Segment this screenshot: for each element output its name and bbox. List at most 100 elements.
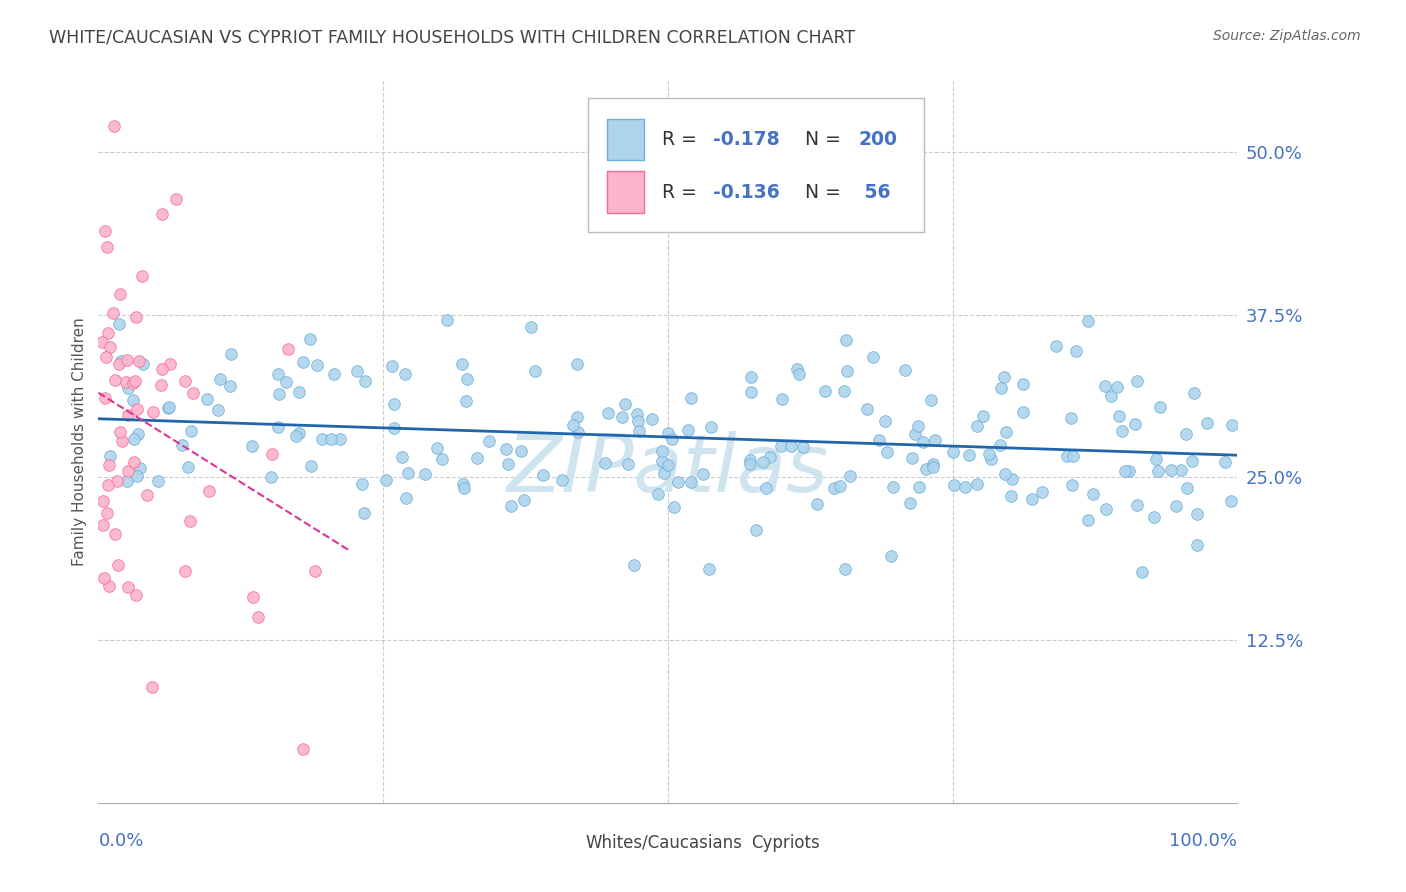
Point	[157, 400, 180, 414]
Point	[285, 429, 308, 443]
Point	[117, 464, 139, 478]
Point	[391, 450, 413, 464]
Point	[240, 439, 263, 453]
Point	[755, 482, 778, 496]
Point	[115, 474, 138, 488]
Point	[914, 461, 936, 475]
Point	[495, 442, 517, 457]
Point	[565, 357, 588, 371]
Point	[91, 517, 114, 532]
Point	[165, 192, 187, 206]
Point	[1182, 386, 1205, 401]
Point	[1175, 426, 1198, 441]
Point	[627, 425, 650, 439]
Point	[1177, 481, 1199, 495]
Point	[876, 444, 898, 458]
Point	[198, 484, 221, 499]
Point	[613, 397, 636, 411]
Point	[907, 419, 929, 434]
Point	[117, 580, 139, 594]
Point	[700, 419, 723, 434]
Point	[91, 494, 114, 508]
Point	[111, 434, 134, 449]
Point	[550, 473, 572, 487]
Point	[354, 374, 377, 388]
Point	[1220, 417, 1243, 432]
Point	[146, 474, 169, 488]
Point	[142, 405, 165, 419]
Point	[353, 507, 375, 521]
Point	[108, 318, 131, 332]
Point	[110, 287, 132, 301]
Point	[208, 371, 231, 385]
Point	[1060, 478, 1083, 492]
Point	[122, 376, 145, 390]
Point	[787, 368, 810, 382]
Point	[128, 353, 150, 368]
Point	[426, 442, 449, 456]
Point	[150, 206, 173, 220]
Point	[174, 374, 197, 388]
FancyBboxPatch shape	[554, 829, 579, 856]
Point	[499, 499, 522, 513]
Point	[413, 467, 436, 482]
Point	[990, 381, 1012, 395]
Text: 56: 56	[858, 183, 890, 202]
Point	[873, 414, 896, 428]
Point	[430, 451, 453, 466]
Point	[1197, 417, 1219, 431]
Point	[678, 423, 700, 437]
Point	[274, 375, 297, 389]
Point	[304, 564, 326, 578]
Point	[786, 362, 808, 376]
Point	[1126, 374, 1149, 388]
Point	[453, 481, 475, 495]
Point	[1012, 377, 1035, 392]
Point	[626, 408, 648, 422]
Point	[135, 488, 157, 502]
Point	[91, 334, 114, 349]
Point	[966, 477, 988, 491]
Point	[117, 381, 139, 395]
Point	[758, 450, 780, 465]
Point	[740, 384, 762, 399]
Point	[115, 353, 138, 368]
Point	[994, 425, 1017, 439]
Point	[904, 427, 927, 442]
Point	[595, 456, 617, 470]
Point	[862, 350, 884, 364]
Point	[172, 438, 194, 452]
Point	[513, 493, 536, 508]
Point	[1118, 464, 1140, 478]
Point	[1105, 380, 1128, 394]
Text: -0.136: -0.136	[713, 183, 780, 202]
Point	[661, 432, 683, 446]
Point	[127, 427, 149, 442]
Text: R =: R =	[662, 130, 703, 149]
Point	[745, 523, 768, 537]
Point	[298, 332, 321, 346]
Point	[640, 411, 662, 425]
Point	[966, 418, 988, 433]
Text: ZIPatlas: ZIPatlas	[506, 432, 830, 509]
Point	[322, 368, 344, 382]
Point	[125, 310, 148, 324]
Point	[977, 447, 1000, 461]
Point	[921, 460, 943, 475]
Point	[1021, 492, 1043, 507]
Point	[1144, 452, 1167, 467]
Point	[219, 347, 242, 361]
Point	[828, 479, 851, 493]
Point	[740, 370, 762, 384]
Point	[792, 440, 814, 454]
Point	[93, 571, 115, 585]
Point	[181, 385, 204, 400]
Point	[350, 477, 373, 491]
Point	[972, 409, 994, 423]
Point	[616, 457, 638, 471]
Point	[346, 364, 368, 378]
Point	[384, 397, 406, 411]
Point	[610, 409, 633, 424]
Point	[1064, 343, 1087, 358]
Point	[838, 469, 860, 483]
